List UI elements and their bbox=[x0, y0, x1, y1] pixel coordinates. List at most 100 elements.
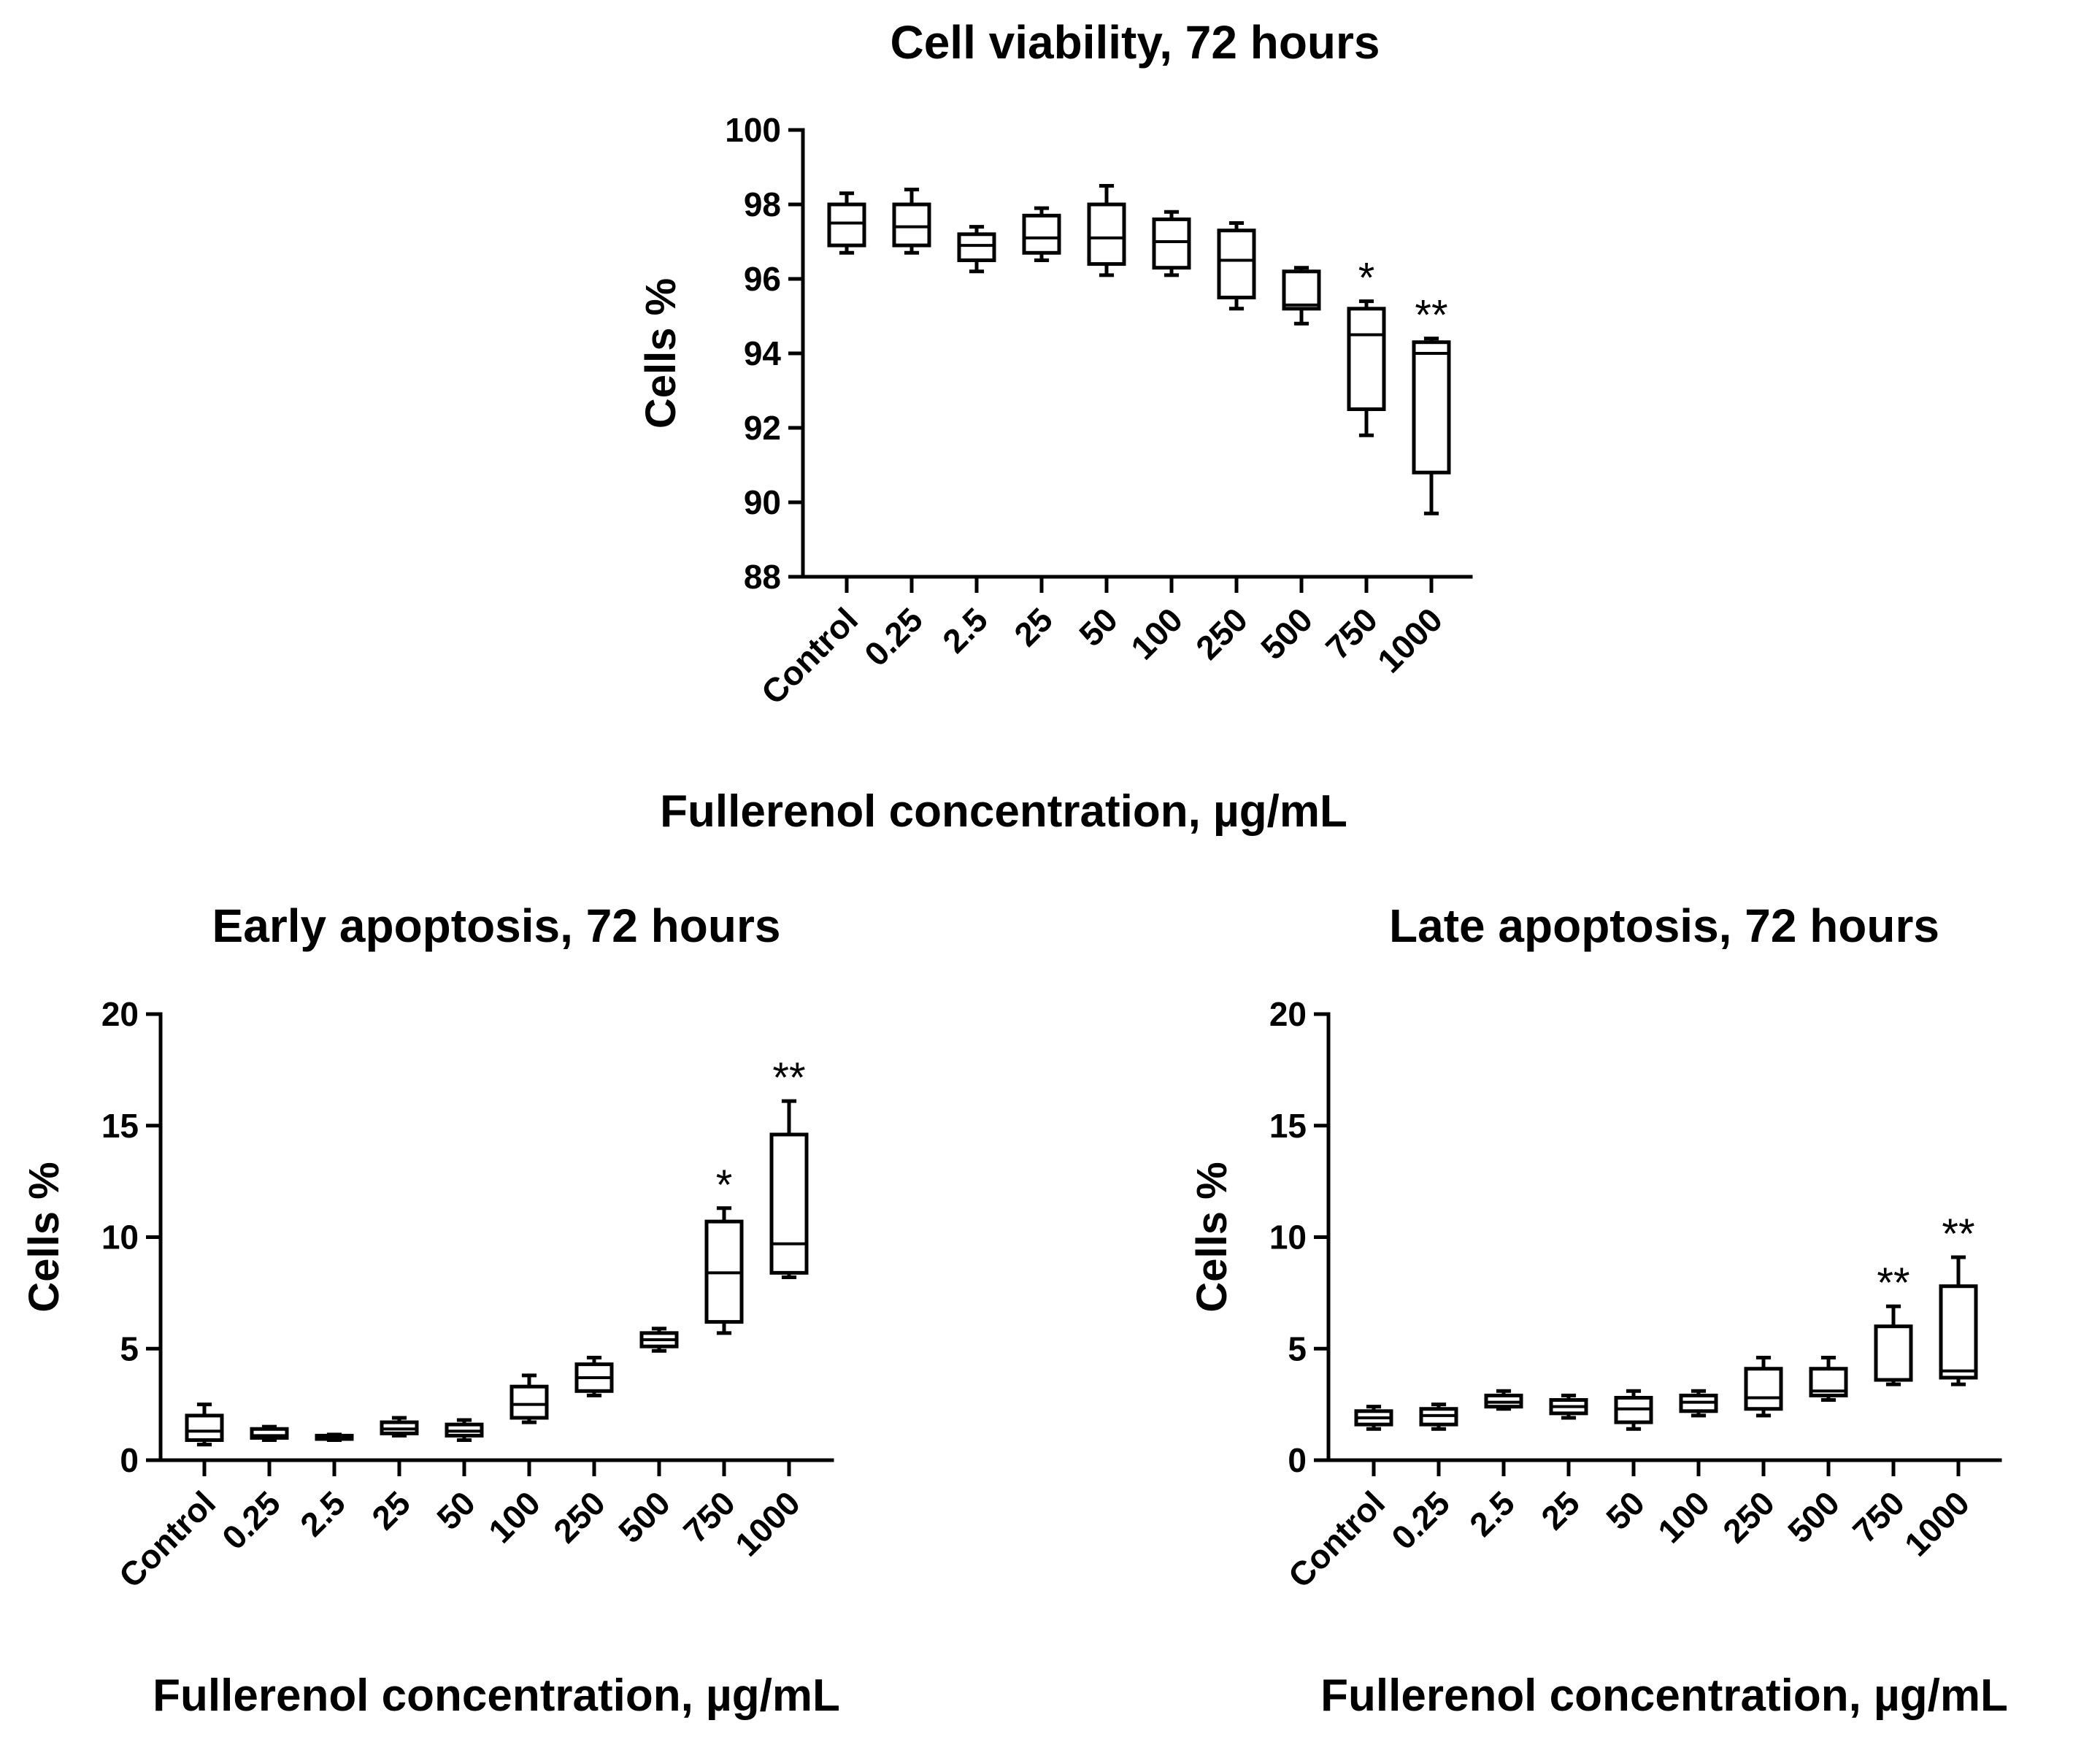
x-tick-label: 1000 bbox=[1897, 1484, 1977, 1563]
box-9: ** bbox=[1412, 292, 1451, 515]
x-tick-label: 25 bbox=[364, 1484, 418, 1537]
box-iqr bbox=[1282, 269, 1321, 311]
y-tick-label: 15 bbox=[1269, 1107, 1307, 1145]
box-8: * bbox=[704, 1162, 744, 1335]
significance-label: ** bbox=[1415, 292, 1447, 339]
box-0 bbox=[1354, 1405, 1393, 1431]
box-2 bbox=[315, 1432, 354, 1443]
box-4 bbox=[1614, 1389, 1653, 1431]
box-8: * bbox=[1347, 255, 1386, 437]
x-tick-label: 0.25 bbox=[215, 1484, 288, 1557]
box-9: ** bbox=[769, 1054, 809, 1279]
y-axis-label: Cells % bbox=[637, 278, 685, 429]
x-tick-label: 100 bbox=[1650, 1484, 1717, 1550]
x-tick-label: Control bbox=[754, 600, 865, 711]
x-tick-label: 25 bbox=[1534, 1484, 1587, 1537]
box-1 bbox=[892, 188, 931, 255]
box-5 bbox=[1679, 1389, 1718, 1418]
chart-title: Cell viability, 72 hours bbox=[890, 16, 1380, 69]
x-tick-label: 100 bbox=[481, 1484, 547, 1550]
y-tick-label: 92 bbox=[744, 409, 781, 447]
chart-early: Early apoptosis, 72 hours 0 5 10 15 20 Cells %… bbox=[20, 899, 840, 1721]
box-4 bbox=[1087, 184, 1126, 277]
significance-label: ** bbox=[1877, 1259, 1909, 1307]
x-tick-label: 500 bbox=[611, 1484, 677, 1550]
chart-viability: Cell viability, 72 hours 88 90 92 94 96 98 100 C… bbox=[637, 16, 1473, 837]
x-tick-label: 500 bbox=[1780, 1484, 1847, 1550]
significance-label: * bbox=[716, 1162, 733, 1209]
x-tick-label: 250 bbox=[1188, 600, 1255, 667]
box-iqr bbox=[827, 202, 866, 248]
box-iqr bbox=[769, 1132, 809, 1275]
y-tick-label: 5 bbox=[1288, 1329, 1307, 1367]
box-3 bbox=[1022, 206, 1061, 262]
box-iqr bbox=[509, 1384, 549, 1420]
x-tick-label: 500 bbox=[1253, 600, 1320, 667]
x-tick-label: 100 bbox=[1123, 600, 1190, 667]
box-iqr bbox=[1874, 1324, 1913, 1382]
y-tick-label: 90 bbox=[744, 483, 781, 521]
chart-title: Late apoptosis, 72 hours bbox=[1389, 899, 1939, 952]
box-1 bbox=[250, 1424, 289, 1443]
x-tick-label: 2.5 bbox=[935, 600, 995, 660]
x-tick-label: Control bbox=[1281, 1484, 1392, 1595]
x-axis-label: Fullerenol concentration, µg/mL bbox=[153, 1670, 840, 1721]
box-0 bbox=[827, 191, 866, 255]
box-4 bbox=[445, 1418, 484, 1443]
x-tick-label: 50 bbox=[429, 1484, 482, 1537]
x-tick-label: 250 bbox=[1715, 1484, 1782, 1550]
x-tick-label: 25 bbox=[1007, 600, 1060, 653]
box-6 bbox=[1744, 1355, 1783, 1418]
x-axis-label: Fullerenol concentration, µg/mL bbox=[660, 786, 1347, 837]
y-tick-label: 20 bbox=[1269, 995, 1307, 1033]
box-9: ** bbox=[1939, 1210, 1978, 1386]
x-tick-label: 50 bbox=[1072, 600, 1125, 653]
y-tick-label: 5 bbox=[120, 1329, 139, 1367]
box-0 bbox=[185, 1403, 224, 1447]
box-iqr bbox=[1022, 213, 1061, 255]
box-8: ** bbox=[1874, 1259, 1913, 1386]
x-tick-label: 50 bbox=[1599, 1484, 1652, 1537]
x-tick-label: 0.25 bbox=[857, 600, 930, 673]
box-3 bbox=[380, 1416, 419, 1438]
y-tick-label: 20 bbox=[101, 995, 139, 1033]
box-iqr bbox=[1087, 202, 1126, 266]
box-iqr bbox=[1217, 229, 1256, 300]
box-2 bbox=[1484, 1389, 1523, 1411]
significance-label: ** bbox=[1942, 1210, 1974, 1258]
y-tick-label: 98 bbox=[744, 185, 781, 223]
box-6 bbox=[1217, 221, 1256, 311]
x-axis-label: Fullerenol concentration, µg/mL bbox=[1320, 1670, 2008, 1721]
box-iqr bbox=[1152, 217, 1191, 270]
y-tick-label: 10 bbox=[101, 1219, 139, 1256]
box-5 bbox=[1152, 210, 1191, 277]
box-iqr bbox=[1412, 340, 1451, 475]
box-iqr bbox=[185, 1413, 224, 1443]
x-tick-label: Control bbox=[112, 1484, 223, 1595]
y-tick-label: 15 bbox=[101, 1107, 139, 1145]
y-tick-label: 96 bbox=[744, 260, 781, 298]
x-tick-label: 1000 bbox=[1370, 600, 1450, 680]
box-iqr bbox=[1939, 1284, 1978, 1380]
y-tick-label: 0 bbox=[120, 1441, 139, 1479]
y-axis-label: Cells % bbox=[20, 1162, 68, 1312]
box-3 bbox=[1549, 1393, 1588, 1420]
y-tick-label: 100 bbox=[725, 111, 781, 149]
y-tick-label: 10 bbox=[1269, 1219, 1307, 1256]
significance-label: ** bbox=[772, 1054, 805, 1102]
y-axis-label: Cells % bbox=[1188, 1162, 1236, 1312]
x-tick-label: 2.5 bbox=[1462, 1484, 1522, 1543]
x-tick-label: 1000 bbox=[728, 1484, 807, 1563]
box-1 bbox=[1419, 1403, 1458, 1431]
y-tick-label: 94 bbox=[744, 334, 782, 372]
chart-late: Late apoptosis, 72 hours 0 5 10 15 20 Cells % C… bbox=[1188, 899, 2008, 1721]
box-iqr bbox=[1347, 307, 1386, 411]
box-7 bbox=[639, 1327, 679, 1353]
box-iqr bbox=[957, 232, 996, 262]
x-tick-label: 2.5 bbox=[293, 1484, 353, 1543]
y-tick-label: 0 bbox=[1288, 1441, 1307, 1479]
box-5 bbox=[509, 1373, 549, 1424]
box-7 bbox=[1809, 1355, 1848, 1403]
box-2 bbox=[957, 225, 996, 274]
